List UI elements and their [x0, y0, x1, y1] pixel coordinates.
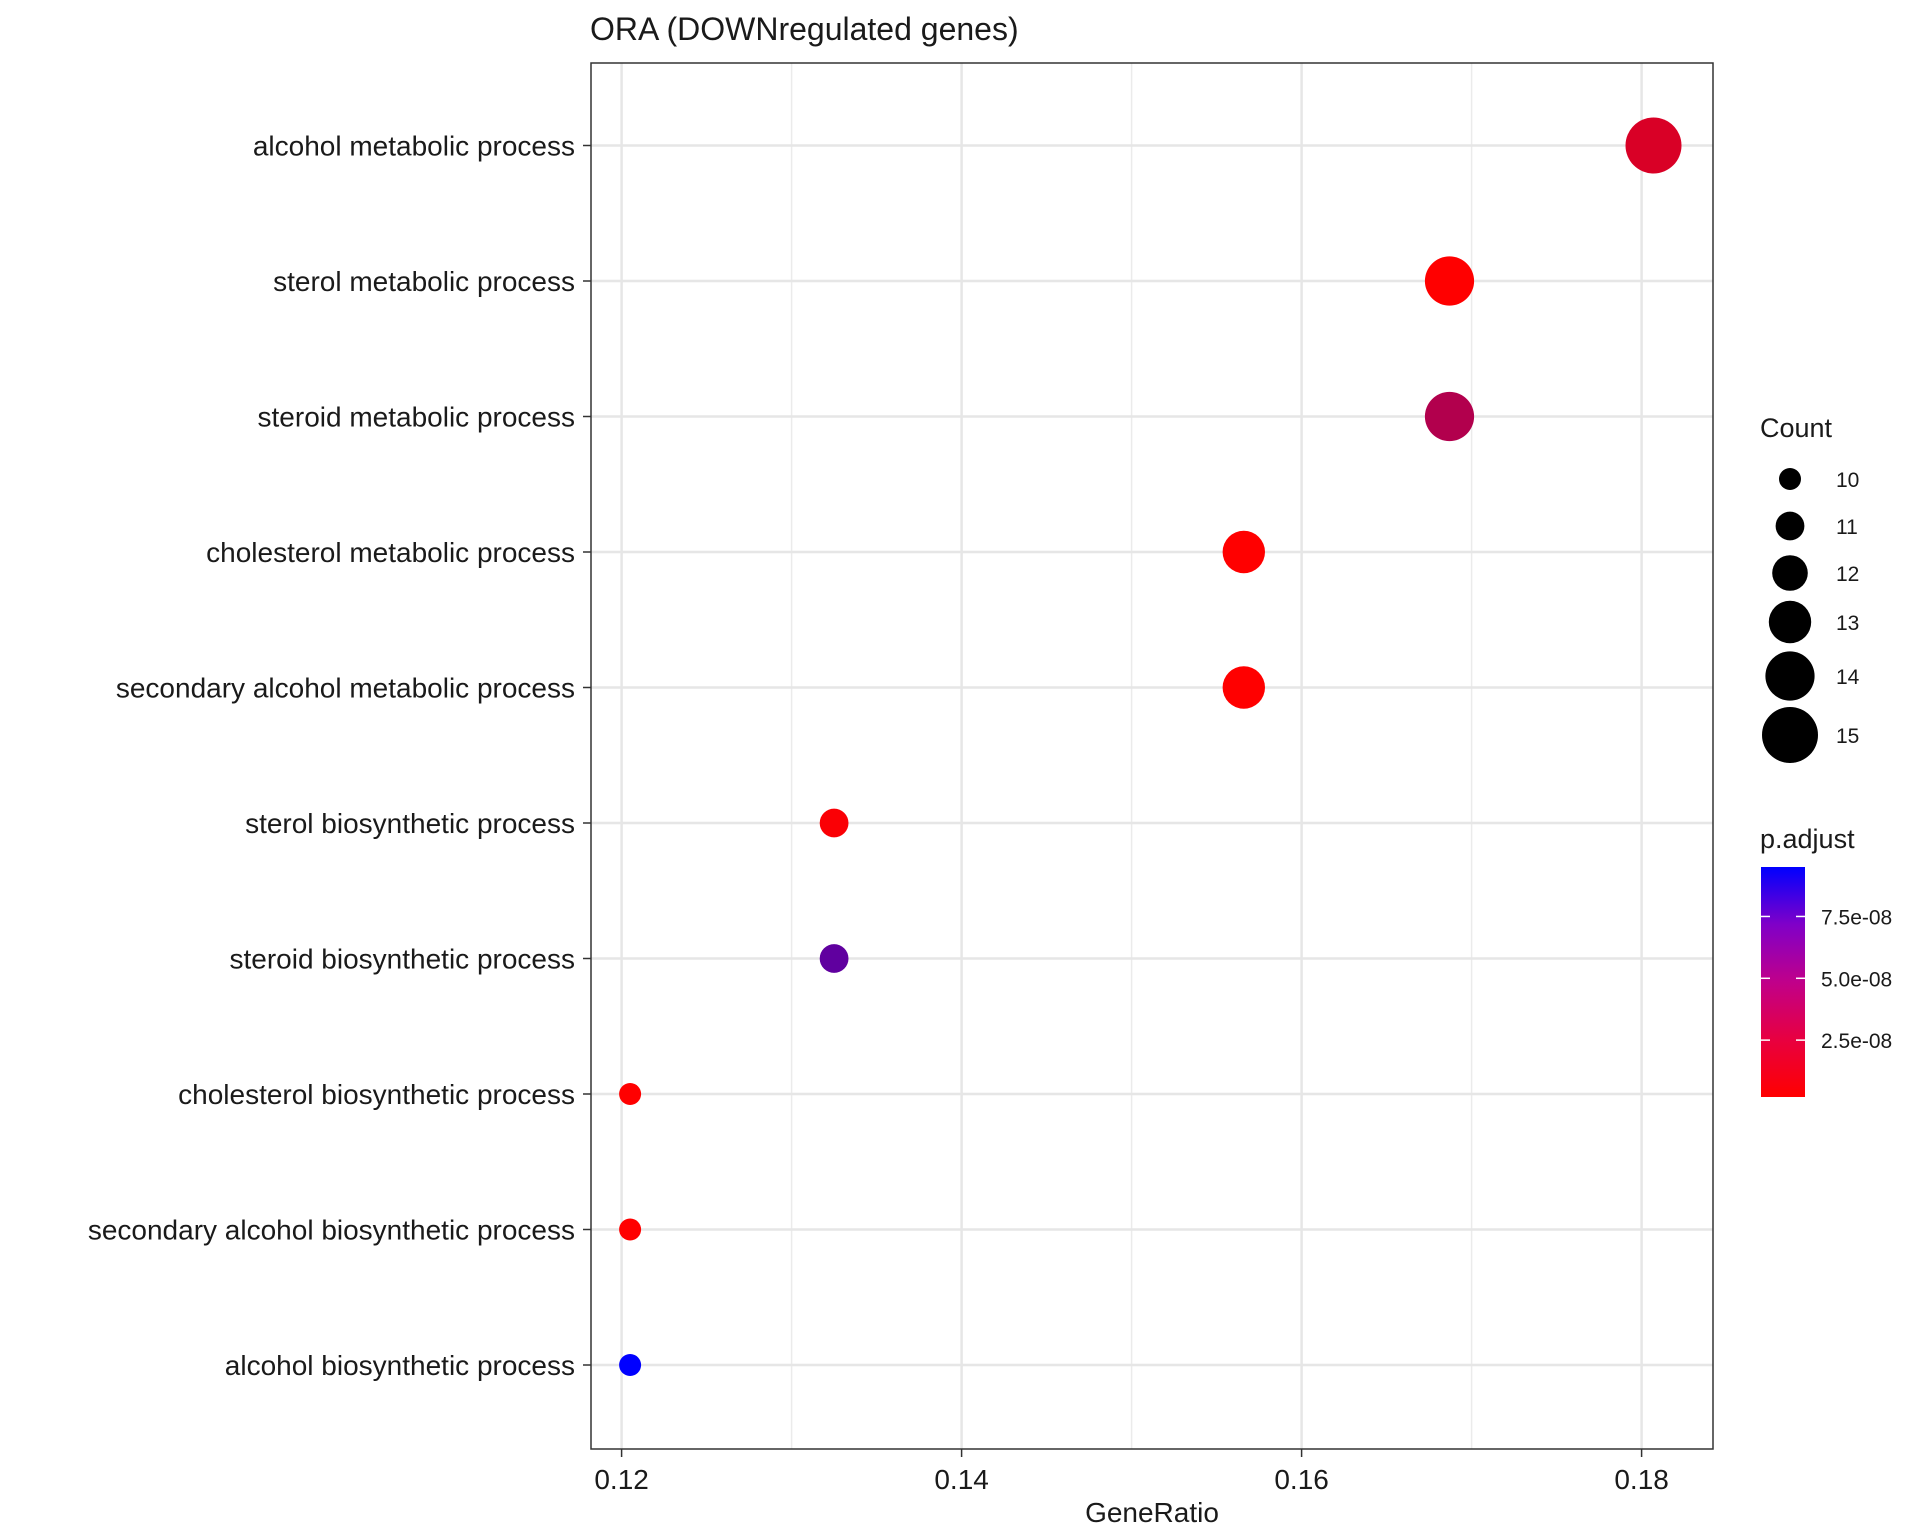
count-legend-key — [1775, 511, 1805, 541]
data-point — [819, 808, 849, 838]
count-legend-label: 10 — [1836, 469, 1859, 492]
x-tick-label: 0.12 — [594, 1464, 649, 1495]
y-tick-label: sterol biosynthetic process — [245, 808, 575, 839]
colorbar-tick-label: 7.5e-08 — [1821, 906, 1892, 929]
count-legend-key — [1772, 555, 1808, 591]
count-legend-label: 11 — [1836, 516, 1858, 539]
count-legend-title: Count — [1760, 413, 1833, 443]
padjust-legend-title: p.adjust — [1760, 824, 1855, 854]
count-legend-label: 15 — [1836, 725, 1859, 748]
data-point — [1222, 530, 1266, 574]
padjust-legend: p.adjust 2.5e-08 5.0e-08 7.5e-08 — [1760, 824, 1892, 1097]
x-axis: 0.12 0.14 0.16 0.18 — [594, 1449, 1669, 1495]
minor-gridlines — [790, 63, 1473, 1449]
count-legend-key — [1765, 651, 1815, 701]
data-point — [1424, 391, 1475, 442]
panel-background — [591, 63, 1713, 1449]
count-legend-label: 12 — [1836, 563, 1859, 586]
x-tick-label: 0.18 — [1614, 1464, 1669, 1495]
y-tick-label: alcohol biosynthetic process — [225, 1350, 575, 1381]
x-axis-title: GeneRatio — [1085, 1497, 1219, 1528]
data-point — [819, 944, 849, 973]
data-point — [619, 1218, 642, 1241]
y-axis: alcohol metabolic process sterol metaboli… — [88, 131, 591, 1381]
plot-panel — [590, 62, 1714, 1450]
count-legend-label: 13 — [1836, 612, 1859, 635]
y-tick-label: alcohol metabolic process — [253, 131, 575, 162]
data-point — [619, 1354, 642, 1376]
y-tick-label: secondary alcohol biosynthetic process — [88, 1215, 575, 1246]
chart-title: ORA (DOWNregulated genes) — [590, 11, 1019, 47]
data-point — [1222, 666, 1266, 709]
colorbar-tick-label: 2.5e-08 — [1821, 1030, 1892, 1053]
count-legend-key — [1779, 468, 1801, 490]
x-tick-label: 0.16 — [1274, 1464, 1329, 1495]
x-tick-label: 0.14 — [934, 1464, 989, 1495]
data-point — [1424, 256, 1475, 306]
major-gridlines — [591, 63, 1713, 1449]
count-legend-key — [1762, 707, 1818, 763]
y-tick-label: secondary alcohol metabolic process — [116, 673, 575, 704]
y-tick-label: sterol metabolic process — [273, 266, 575, 297]
y-tick-label: cholesterol metabolic process — [206, 537, 575, 568]
y-tick-label: cholesterol biosynthetic process — [178, 1079, 575, 1110]
data-points — [619, 117, 1682, 1376]
panel-border — [590, 62, 1714, 1450]
padjust-colorbar — [1761, 867, 1805, 1097]
data-point — [619, 1083, 642, 1105]
y-tick-label: steroid metabolic process — [258, 402, 575, 433]
y-tick-label: steroid biosynthetic process — [229, 944, 575, 975]
count-legend-key — [1768, 600, 1812, 644]
count-legend-label: 14 — [1836, 666, 1860, 689]
colorbar-tick-label: 5.0e-08 — [1821, 968, 1892, 991]
count-legend: Count 10 11 12 13 14 15 — [1760, 413, 1860, 763]
data-point — [1625, 117, 1682, 174]
